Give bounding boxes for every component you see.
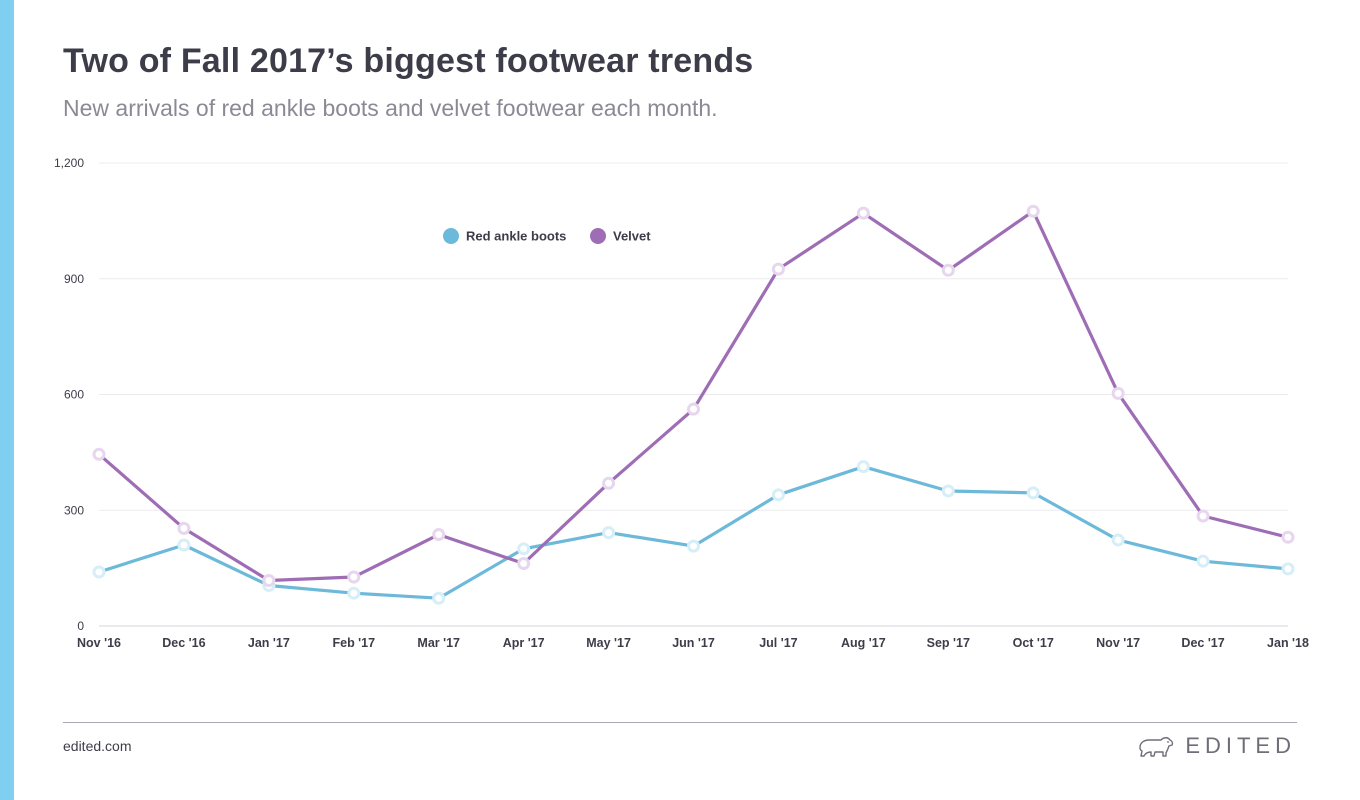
data-point <box>1281 562 1295 576</box>
x-tick-label: Nov '17 <box>1096 636 1140 650</box>
grid-lines <box>99 162 1288 627</box>
x-tick-label: Jun '17 <box>672 636 715 650</box>
data-point <box>941 263 955 277</box>
brand-logo: EDITED <box>1137 733 1296 759</box>
x-tick-label: Feb '17 <box>332 636 375 650</box>
x-tick-label: Jul '17 <box>759 636 797 650</box>
data-point <box>432 591 446 605</box>
y-tick-label: 1,200 <box>54 156 84 170</box>
x-tick-label: Sep '17 <box>927 636 970 650</box>
accent-side-bar <box>0 0 14 800</box>
x-tick-label: Jan '18 <box>1267 636 1309 650</box>
brand-name: EDITED <box>1185 733 1296 758</box>
legend-label: Red ankle boots <box>466 229 566 244</box>
data-point <box>1111 533 1125 547</box>
data-point <box>92 565 106 579</box>
data-point <box>687 539 700 553</box>
data-point <box>92 447 106 461</box>
legend-item: Red ankle boots <box>443 228 566 244</box>
data-point <box>771 488 785 502</box>
data-point <box>517 556 531 570</box>
data-point <box>856 460 870 474</box>
x-tick-label: Aug '17 <box>841 636 886 650</box>
data-point <box>177 538 191 552</box>
x-axis-tick-labels: Nov '16 Dec '16 Jan '17 Feb '17 Mar '17 Apr '… <box>77 636 1309 650</box>
y-tick-label: 900 <box>64 272 84 286</box>
y-tick-label: 300 <box>64 503 84 517</box>
series-line <box>97 465 1290 600</box>
series-velvet <box>92 204 1295 587</box>
data-point <box>941 484 955 498</box>
x-tick-label: Jan '17 <box>248 636 290 650</box>
footer-website-link[interactable]: edited.com <box>63 738 132 754</box>
data-point <box>687 402 700 416</box>
data-point <box>517 542 531 556</box>
x-tick-label: Apr '17 <box>503 636 545 650</box>
data-point <box>347 570 361 584</box>
x-tick-label: Dec '16 <box>162 636 205 650</box>
y-tick-label: 600 <box>64 388 84 402</box>
data-point <box>771 262 785 276</box>
data-point <box>602 476 616 490</box>
chart-title: Two of Fall 2017’s biggest footwear tren… <box>63 42 754 80</box>
data-point <box>347 586 361 600</box>
data-point <box>602 526 616 540</box>
x-tick-label: Mar '17 <box>417 636 460 650</box>
series-red-ankle-boots <box>92 460 1295 605</box>
x-tick-label: Oct '17 <box>1013 636 1054 650</box>
x-tick-label: Nov '16 <box>77 636 121 650</box>
data-point <box>1111 386 1125 400</box>
polar-bear-icon <box>1139 737 1174 757</box>
data-point <box>1281 530 1295 544</box>
data-point <box>432 528 446 542</box>
series-lines <box>92 204 1295 605</box>
legend-item: Velvet <box>590 228 651 244</box>
data-point <box>1026 486 1040 500</box>
data-point <box>1026 204 1040 218</box>
legend-label: Velvet <box>613 229 651 244</box>
data-point <box>1196 554 1210 568</box>
legend: Red ankle boots Velvet <box>443 228 651 244</box>
data-point <box>262 573 276 587</box>
x-tick-label: Dec '17 <box>1181 636 1224 650</box>
series-line <box>97 209 1290 583</box>
data-point <box>177 521 191 535</box>
legend-swatch <box>590 228 606 244</box>
y-tick-label: 0 <box>77 619 84 633</box>
x-tick-label: May '17 <box>586 636 631 650</box>
data-point <box>856 206 870 220</box>
y-axis-tick-labels: 0 300 600 900 1,200 <box>54 156 84 633</box>
line-chart: 0 300 600 900 1,200 Nov '16 Dec '16 Jan '17 Feb… <box>54 156 1309 650</box>
legend-swatch <box>443 228 459 244</box>
data-point <box>1196 509 1210 523</box>
footer-divider <box>63 722 1297 723</box>
chart-subtitle: New arrivals of red ankle boots and velv… <box>63 95 718 121</box>
